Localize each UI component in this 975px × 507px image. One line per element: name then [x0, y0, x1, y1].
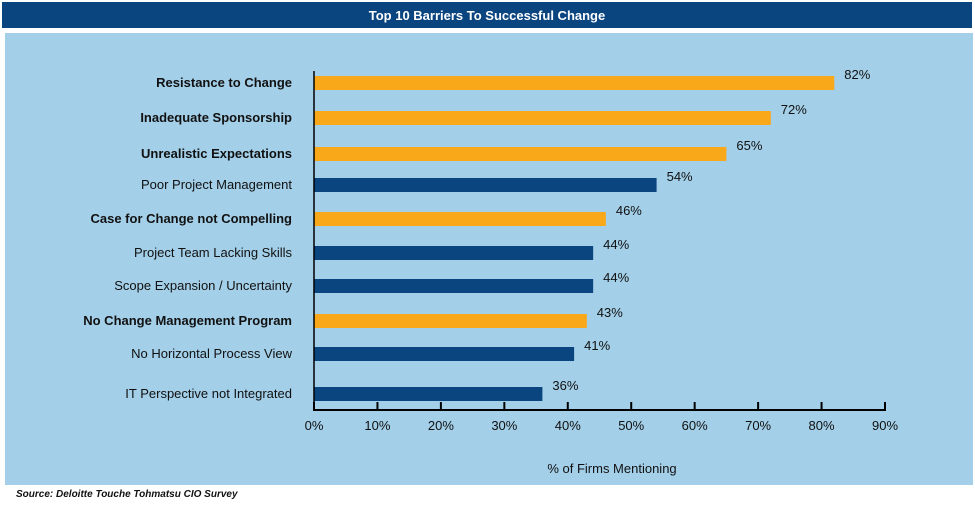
x-tick-label: 50%	[618, 418, 644, 433]
category-labels: Resistance to Change Inadequate Sponsorsh…	[83, 75, 292, 401]
bar-6	[314, 246, 594, 260]
x-tick-label: 10%	[364, 418, 390, 433]
value-label: 41%	[584, 338, 610, 353]
bar-9	[314, 347, 575, 361]
x-axis-label: % of Firms Mentioning	[547, 461, 676, 476]
bar-chart: Resistance to Change Inadequate Sponsorsh…	[83, 67, 898, 476]
bar-8	[314, 314, 587, 328]
value-label: 46%	[616, 203, 642, 218]
x-tick-label: 40%	[555, 418, 581, 433]
category-label: Case for Change not Compelling	[90, 211, 292, 226]
category-label: Project Team Lacking Skills	[134, 245, 292, 260]
x-tick-label: 30%	[491, 418, 517, 433]
bar-1	[314, 76, 835, 90]
value-label: 54%	[667, 169, 693, 184]
category-label: Unrealistic Expectations	[141, 146, 292, 161]
category-label: IT Perspective not Integrated	[125, 386, 292, 401]
x-tick-label: 70%	[745, 418, 771, 433]
value-labels: 82% 72% 65% 54% 46% 44% 44% 43% 41% 36%	[552, 67, 870, 393]
value-label: 65%	[736, 138, 762, 153]
chart-title: Top 10 Barriers To Successful Change	[2, 2, 972, 28]
bar-5	[314, 212, 606, 226]
category-label: Resistance to Change	[156, 75, 292, 90]
value-label: 82%	[844, 67, 870, 82]
category-label: Scope Expansion / Uncertainty	[114, 278, 292, 293]
x-axis: 0% 10% 20% 30% 40% 50% 60% 70% 80% 90%	[305, 71, 898, 433]
source-note: Source: Deloitte Touche Tohmatsu CIO Sur…	[16, 489, 238, 500]
x-tick-label: 60%	[682, 418, 708, 433]
value-label: 44%	[603, 237, 629, 252]
x-tick-label: 0%	[305, 418, 324, 433]
bar-7	[314, 279, 594, 293]
bar-4	[314, 178, 657, 192]
category-label: Poor Project Management	[141, 177, 292, 192]
bar-10	[314, 387, 543, 401]
value-label: 36%	[552, 378, 578, 393]
value-label: 72%	[781, 102, 807, 117]
x-tick-label: 80%	[809, 418, 835, 433]
value-label: 43%	[597, 305, 623, 320]
category-label: No Horizontal Process View	[131, 346, 292, 361]
bar-2	[314, 111, 771, 125]
x-tick-label: 90%	[872, 418, 898, 433]
bars-group	[314, 76, 835, 401]
category-label: Inadequate Sponsorship	[140, 110, 292, 125]
bar-3	[314, 147, 727, 161]
value-label: 44%	[603, 270, 629, 285]
category-label: No Change Management Program	[83, 313, 292, 328]
chart-panel: Resistance to Change Inadequate Sponsorsh…	[5, 33, 973, 485]
x-tick-label: 20%	[428, 418, 454, 433]
